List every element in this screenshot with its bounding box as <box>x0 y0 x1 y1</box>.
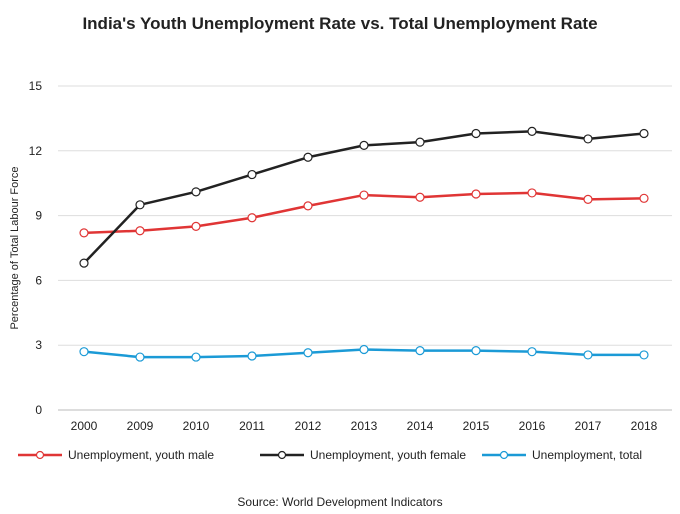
x-tick-label: 2018 <box>631 419 658 433</box>
data-point <box>639 350 649 360</box>
y-tick-label: 15 <box>29 79 43 93</box>
legend-label: Unemployment, youth male <box>68 448 215 462</box>
legend-item: Unemployment, youth female <box>260 448 466 462</box>
data-point <box>527 347 537 357</box>
x-axis-ticks: 2000 2009 2010 2011 2012 2013 2014 2015 2016 2017… <box>71 419 658 433</box>
legend-swatch <box>18 450 62 460</box>
data-point <box>247 213 257 223</box>
data-point <box>359 190 369 200</box>
legend: Unemployment, youth male Unemployment, yo… <box>0 448 680 468</box>
data-point <box>415 346 425 356</box>
series-2 <box>79 126 649 268</box>
legend-swatch <box>482 450 526 460</box>
x-tick-label: 2016 <box>519 419 546 433</box>
legend-label: Unemployment, total <box>532 448 643 462</box>
series-3 <box>79 344 649 362</box>
data-point <box>191 221 201 231</box>
x-tick-label: 2014 <box>407 419 434 433</box>
data-point <box>135 226 145 236</box>
legend-label: Unemployment, youth female <box>310 448 467 462</box>
gridlines <box>58 85 672 411</box>
legend-item: Unemployment, youth male <box>18 448 214 462</box>
data-point <box>583 194 593 204</box>
data-point <box>583 350 593 360</box>
data-point <box>79 258 89 268</box>
data-point <box>359 344 369 355</box>
data-point <box>527 126 537 136</box>
data-point <box>191 352 201 362</box>
data-point <box>359 140 369 150</box>
x-tick-label: 2017 <box>575 419 602 433</box>
x-tick-label: 2015 <box>463 419 490 433</box>
legend-swatch-marker <box>277 450 287 460</box>
source-note: Source: World Development Indicators <box>237 495 443 509</box>
line-chart: 0 3 6 9 12 15 2000 2009 2010 2011 2012 2013 2014 201… <box>9 79 672 433</box>
x-tick-label: 2010 <box>183 419 210 433</box>
legend-swatch <box>260 450 304 460</box>
data-point <box>135 352 145 362</box>
series-1 <box>79 188 649 238</box>
data-point <box>639 128 649 139</box>
data-point <box>471 346 481 356</box>
data-point <box>247 351 257 361</box>
data-point <box>583 134 593 144</box>
x-tick-label: 2013 <box>351 419 378 433</box>
y-tick-label: 6 <box>35 273 42 287</box>
y-tick-label: 12 <box>29 144 43 158</box>
y-axis-ticks: 0 3 6 9 12 15 <box>29 79 43 417</box>
data-point <box>303 152 313 162</box>
data-point <box>247 169 257 180</box>
legend-swatch-marker <box>35 450 45 460</box>
data-point <box>303 348 313 358</box>
y-tick-label: 9 <box>35 209 42 223</box>
y-tick-label: 3 <box>35 338 42 352</box>
data-point <box>527 188 537 198</box>
x-tick-label: 2000 <box>71 419 98 433</box>
data-point <box>639 193 649 203</box>
legend-item: Unemployment, total <box>482 448 642 462</box>
data-point <box>135 200 145 210</box>
x-tick-label: 2011 <box>239 419 265 433</box>
data-point <box>303 201 313 211</box>
chart-title: India's Youth Unemployment Rate vs. Tota… <box>82 14 598 33</box>
data-point <box>415 137 425 147</box>
data-point <box>79 228 89 238</box>
y-axis-label: Percentage of Total Labour Force <box>9 166 21 329</box>
data-point <box>415 192 425 202</box>
data-point <box>471 128 481 139</box>
data-point <box>79 347 89 357</box>
y-tick-label: 0 <box>35 403 42 417</box>
x-tick-label: 2009 <box>127 419 154 433</box>
data-point <box>471 189 481 199</box>
series-lines <box>79 126 649 362</box>
legend-swatch-marker <box>499 450 509 460</box>
data-point <box>191 187 201 197</box>
x-tick-label: 2012 <box>295 419 322 433</box>
